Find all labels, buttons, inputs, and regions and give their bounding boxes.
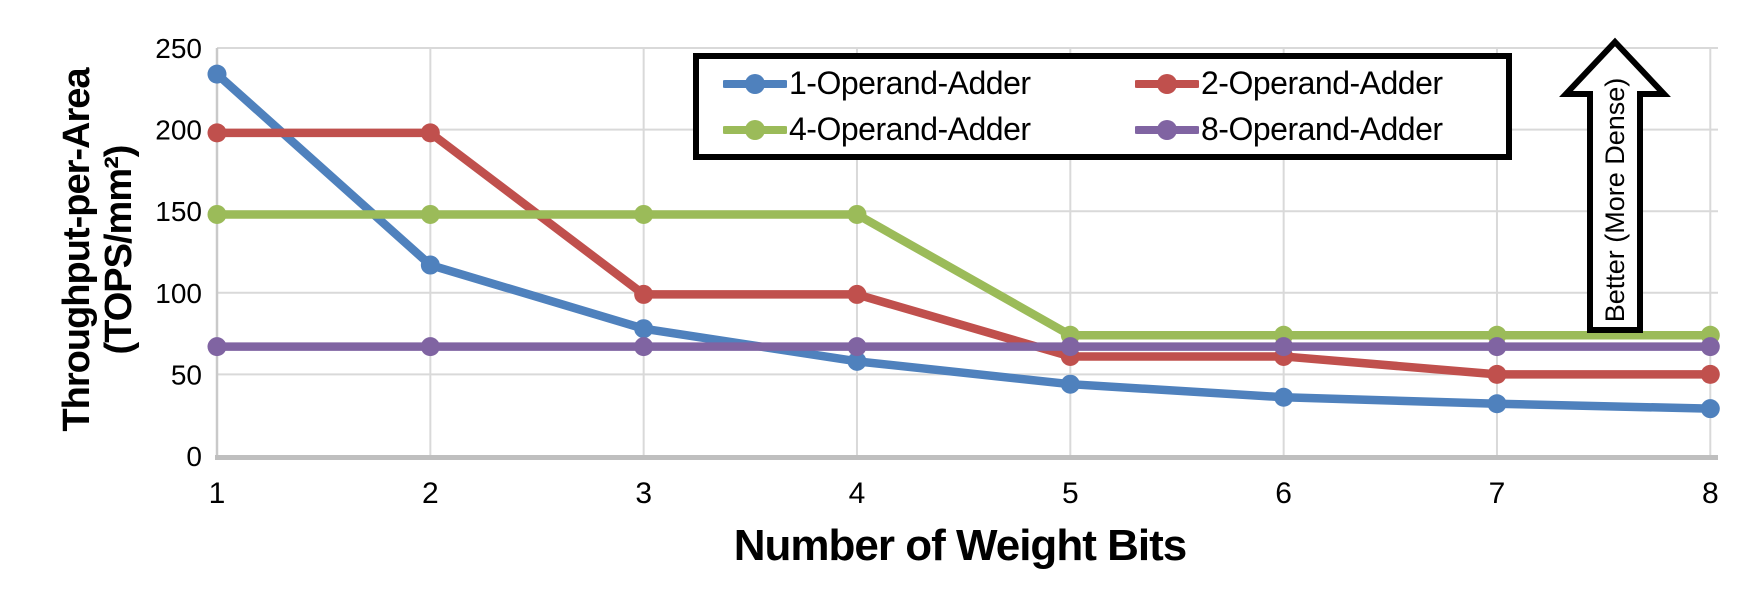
y-tick-label: 0 xyxy=(186,441,202,472)
legend-item-1-operand-adder: 1-Operand-Adder xyxy=(723,64,1135,104)
y-tick-label: 100 xyxy=(155,278,202,309)
x-tick-label: 6 xyxy=(1275,477,1292,510)
data-point-marker-8-operand-adder xyxy=(1700,337,1720,357)
legend-label: 4-Operand-Adder xyxy=(789,111,1031,147)
y-axis-title: Throughput-per-Area (TOPS/mm²) xyxy=(56,68,141,432)
x-tick-label: 5 xyxy=(1062,477,1079,510)
data-point-marker-8-operand-adder xyxy=(1060,337,1080,357)
line-marker-icon xyxy=(1135,119,1199,140)
y-axis-title-line2: (TOPS/mm²) xyxy=(98,145,140,355)
data-point-marker-2-operand-adder xyxy=(1487,364,1507,384)
axes-layer xyxy=(215,48,1718,460)
legend-marker-dot xyxy=(1157,119,1177,140)
data-point-marker-2-operand-adder xyxy=(634,284,654,304)
data-point-marker-8-operand-adder xyxy=(1487,337,1507,357)
data-point-marker-1-operand-adder xyxy=(847,351,867,371)
line-marker-icon xyxy=(723,119,787,140)
y-tick-label: 250 xyxy=(155,33,202,64)
x-tick-label: 2 xyxy=(422,477,439,510)
tick-labels-layer: 0 50 100 150 200 250 1 2 3 4 5 6 7 8 xyxy=(155,33,1718,510)
data-point-marker-1-operand-adder xyxy=(1274,387,1294,407)
y-axis-title-line1: Throughput-per-Area xyxy=(56,68,99,432)
legend: 1-Operand-Adder 2-Operand-Adder 4-Operan… xyxy=(693,53,1512,160)
series-line-2-operand-adder xyxy=(212,128,1715,379)
x-tick-label: 7 xyxy=(1489,477,1506,510)
up-arrow-icon xyxy=(1559,37,1671,333)
legend-label: 8-Operand-Adder xyxy=(1201,111,1443,147)
series-layer xyxy=(207,64,1720,419)
x-axis-title: Number of Weight Bits xyxy=(733,521,1187,570)
x-tick-label: 8 xyxy=(1702,477,1719,510)
data-point-marker-4-operand-adder xyxy=(634,204,654,224)
legend-marker-dot xyxy=(1157,73,1177,94)
y-tick-label: 150 xyxy=(155,196,202,227)
data-point-marker-4-operand-adder xyxy=(847,204,867,224)
legend-item-4-operand-adder: 4-Operand-Adder xyxy=(723,110,1135,150)
data-point-marker-1-operand-adder xyxy=(634,319,654,339)
data-point-marker-2-operand-adder xyxy=(1700,364,1720,384)
legend-item-2-operand-adder: 2-Operand-Adder xyxy=(1135,64,1500,104)
data-point-marker-1-operand-adder xyxy=(1700,399,1720,419)
data-point-marker-4-operand-adder xyxy=(207,204,227,224)
data-point-marker-2-operand-adder xyxy=(207,123,227,143)
series-line-4-operand-adder xyxy=(212,210,1715,340)
x-tick-label: 3 xyxy=(635,477,652,510)
line-marker-icon xyxy=(1135,73,1199,94)
data-point-marker-8-operand-adder xyxy=(207,337,227,357)
data-point-marker-1-operand-adder xyxy=(207,64,227,84)
better-arrow-label: Better (More Dense) xyxy=(1600,78,1630,323)
data-point-marker-2-operand-adder xyxy=(847,284,867,304)
data-point-marker-2-operand-adder xyxy=(420,123,440,143)
data-point-marker-4-operand-adder xyxy=(420,204,440,224)
y-tick-label: 50 xyxy=(171,359,202,390)
data-point-marker-8-operand-adder xyxy=(847,337,867,357)
data-point-marker-1-operand-adder xyxy=(420,255,440,275)
data-point-marker-8-operand-adder xyxy=(420,337,440,357)
line-marker-icon xyxy=(723,73,787,94)
series-line-1-operand-adder xyxy=(212,69,1715,413)
legend-item-8-operand-adder: 8-Operand-Adder xyxy=(1135,110,1500,150)
data-point-marker-8-operand-adder xyxy=(1274,337,1294,357)
better-arrow-annotation: Better (More Dense) xyxy=(1559,37,1671,333)
data-point-marker-8-operand-adder xyxy=(634,337,654,357)
x-tick-label: 4 xyxy=(849,477,866,510)
legend-marker-dot xyxy=(745,73,765,94)
x-tick-label: 1 xyxy=(209,477,226,510)
legend-label: 1-Operand-Adder xyxy=(789,65,1031,101)
y-tick-label: 200 xyxy=(155,115,202,146)
legend-label: 2-Operand-Adder xyxy=(1201,65,1443,101)
legend-marker-dot xyxy=(745,119,765,140)
data-point-marker-1-operand-adder xyxy=(1060,374,1080,394)
data-point-marker-1-operand-adder xyxy=(1487,394,1507,414)
